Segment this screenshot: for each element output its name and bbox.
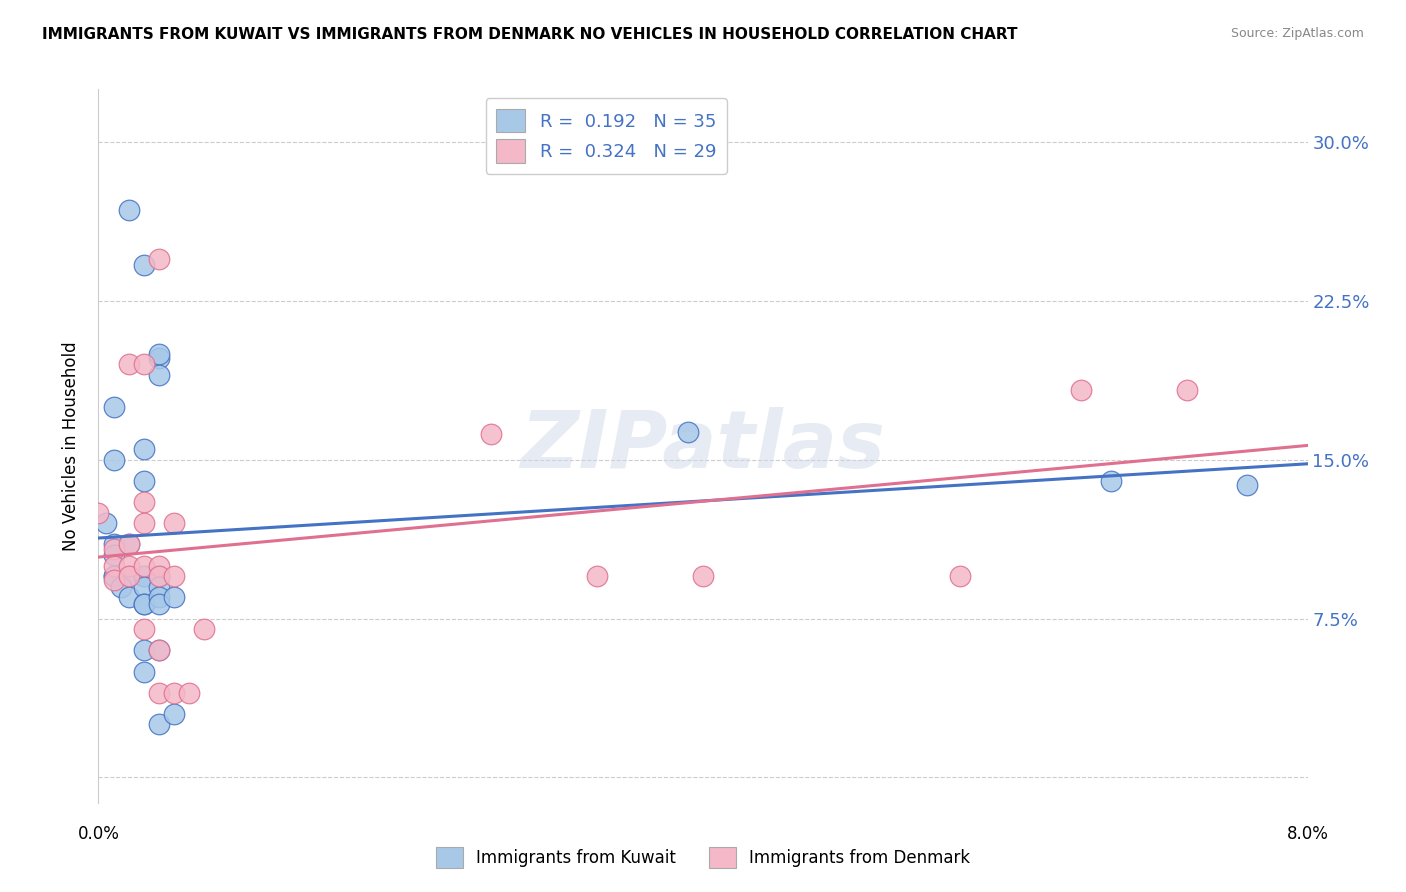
Point <box>118 537 141 551</box>
Point <box>949 569 972 583</box>
Point <box>1099 474 1122 488</box>
Point <box>132 665 155 679</box>
Text: Source: ZipAtlas.com: Source: ZipAtlas.com <box>1230 27 1364 40</box>
Point <box>148 717 170 731</box>
Point <box>132 597 155 611</box>
Point <box>87 506 110 520</box>
Point <box>103 569 125 583</box>
Point <box>481 427 503 442</box>
Point <box>148 643 170 657</box>
Point <box>1236 478 1258 492</box>
Point <box>163 686 186 700</box>
Legend: R =  0.192   N = 35, R =  0.324   N = 29: R = 0.192 N = 35, R = 0.324 N = 29 <box>485 98 727 174</box>
Point <box>103 569 125 583</box>
Point <box>118 537 141 551</box>
Point <box>103 537 125 551</box>
Legend: Immigrants from Kuwait, Immigrants from Denmark: Immigrants from Kuwait, Immigrants from … <box>429 840 977 875</box>
Text: 8.0%: 8.0% <box>1286 825 1329 843</box>
Point <box>148 686 170 700</box>
Point <box>118 558 141 573</box>
Point <box>163 706 186 721</box>
Point <box>148 368 170 382</box>
Point <box>1175 383 1198 397</box>
Point <box>692 569 714 583</box>
Point <box>132 622 155 636</box>
Point <box>118 591 141 605</box>
Point <box>103 541 125 556</box>
Text: IMMIGRANTS FROM KUWAIT VS IMMIGRANTS FROM DENMARK NO VEHICLES IN HOUSEHOLD CORRE: IMMIGRANTS FROM KUWAIT VS IMMIGRANTS FRO… <box>42 27 1018 42</box>
Point <box>148 580 170 594</box>
Point <box>132 258 155 272</box>
Point <box>132 569 155 583</box>
Point <box>148 351 170 365</box>
Point <box>118 569 141 583</box>
Point <box>148 597 170 611</box>
Point <box>163 569 186 583</box>
Y-axis label: No Vehicles in Household: No Vehicles in Household <box>62 341 80 551</box>
Point <box>148 569 170 583</box>
Point <box>110 580 132 594</box>
Point <box>148 591 170 605</box>
Point <box>132 643 155 657</box>
Point <box>193 622 215 636</box>
Point <box>132 558 155 573</box>
Point <box>103 548 125 562</box>
Point <box>132 597 155 611</box>
Point <box>103 574 125 588</box>
Point <box>163 516 186 531</box>
Point <box>1070 383 1092 397</box>
Point <box>132 580 155 594</box>
Point <box>132 516 155 531</box>
Point <box>148 347 170 361</box>
Point <box>94 516 117 531</box>
Point <box>132 495 155 509</box>
Text: ZIPatlas: ZIPatlas <box>520 407 886 485</box>
Point <box>103 558 125 573</box>
Point <box>132 358 155 372</box>
Point <box>179 686 201 700</box>
Point <box>118 569 141 583</box>
Point <box>148 252 170 266</box>
Point <box>586 569 609 583</box>
Point <box>148 643 170 657</box>
Point <box>132 442 155 457</box>
Text: 0.0%: 0.0% <box>77 825 120 843</box>
Point <box>132 474 155 488</box>
Point <box>148 558 170 573</box>
Point <box>103 400 125 414</box>
Point <box>118 202 141 217</box>
Point <box>103 452 125 467</box>
Point <box>118 358 141 372</box>
Point <box>148 569 170 583</box>
Point <box>676 425 699 440</box>
Point <box>163 591 186 605</box>
